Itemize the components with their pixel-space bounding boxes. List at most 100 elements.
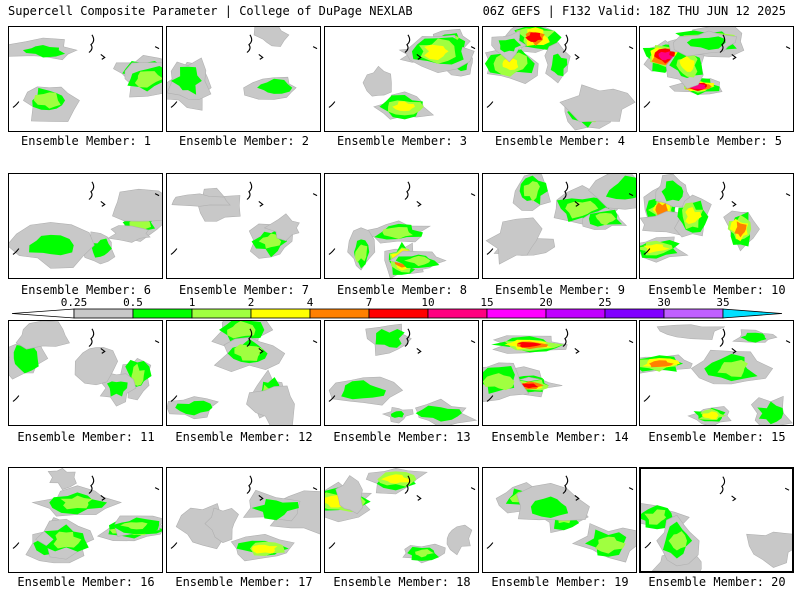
coastline-line: [643, 395, 651, 402]
member-map-panel[interactable]: [639, 467, 794, 573]
contour-shade-level-3: [131, 363, 145, 386]
coastline-line: [574, 348, 580, 354]
contour-shade-level-4: [502, 58, 519, 71]
contour-shade-level-2: [661, 180, 684, 202]
colorbar-segment: [73, 308, 134, 319]
coastline-line: [328, 542, 336, 549]
coastline-line: [628, 340, 634, 344]
member-map-panel[interactable]: [8, 173, 163, 279]
contour-shade-level-2: [13, 345, 39, 374]
coastline-line: [154, 193, 160, 197]
coastline-line: [312, 193, 318, 197]
coastline-line: [154, 46, 160, 50]
colorbar-threshold-label: 2: [248, 296, 255, 309]
coastline-line: [88, 181, 95, 200]
coastline-line: [470, 340, 476, 344]
contour-shade-level-2: [22, 44, 66, 58]
coastline-line: [404, 475, 411, 494]
coastline-line: [562, 34, 569, 53]
contour-shade-level-1: [746, 531, 792, 568]
map-title: Supercell Composite Parameter | College …: [8, 4, 413, 18]
member-label: Ensemble Member: 11: [17, 430, 155, 444]
contour-shade-level-5: [648, 360, 674, 368]
member-map-panel[interactable]: [8, 320, 163, 426]
colorbar-segment: [132, 308, 193, 319]
member-map-panel[interactable]: [166, 467, 321, 573]
contour-shade-level-4: [685, 206, 702, 225]
coastline-line: [562, 475, 569, 494]
coastline-line: [719, 34, 726, 53]
member-map-panel[interactable]: [166, 173, 321, 279]
contour-shade-level-3: [404, 255, 431, 267]
contour-shade-level-1: [107, 225, 151, 243]
coastline-line: [12, 395, 20, 402]
coastline-line: [785, 340, 791, 344]
contour-shade-level-1: [253, 27, 290, 47]
coastline-line: [404, 34, 411, 53]
contour-shade-level-4: [679, 56, 695, 72]
contour-shade-level-2: [550, 53, 568, 77]
member-map-panel[interactable]: [8, 26, 163, 132]
contour-shade-level-1: [559, 84, 636, 123]
contour-shade-level-1: [656, 324, 726, 340]
contour-shade-level-4: [701, 411, 719, 420]
scp-contour-map: [328, 181, 476, 278]
member-map-panel[interactable]: [324, 26, 479, 132]
contour-shade-level-1: [171, 193, 231, 207]
member-map-panel[interactable]: [166, 26, 321, 132]
coastline-line: [785, 46, 791, 50]
member-map-panel[interactable]: [8, 467, 163, 573]
coastline-line: [170, 101, 178, 108]
member-label: Ensemble Member: 12: [175, 430, 313, 444]
coastline-line: [258, 201, 264, 207]
scp-contour-map: [640, 324, 793, 425]
member-map-panel[interactable]: [324, 320, 479, 426]
member-map-panel[interactable]: [482, 467, 637, 573]
coastline-line: [312, 340, 318, 344]
model-run-info: 06Z GEFS | F132 Valid: 18Z THU JUN 12 20…: [482, 4, 786, 18]
coastline-line: [404, 328, 411, 347]
contour-shade-level-5: [734, 221, 747, 238]
coastline-line: [12, 248, 20, 255]
coastline-line: [170, 395, 178, 402]
coastline-line: [100, 495, 106, 501]
member-map-panel[interactable]: [482, 173, 637, 279]
contour-shade-level-1: [112, 188, 162, 222]
member-label: Ensemble Member: 7: [178, 283, 310, 297]
member-label: Ensemble Member: 3: [336, 134, 468, 148]
contour-shade-level-3: [668, 531, 687, 551]
contour-shade-level-7: [658, 51, 673, 61]
colorbar-segment: [486, 308, 547, 319]
member-map-panel[interactable]: [639, 26, 794, 132]
colorbar-segment: [250, 308, 311, 319]
coastline-line: [258, 54, 264, 60]
member-label: Ensemble Member: 5: [651, 134, 783, 148]
member-map-panel[interactable]: [482, 320, 637, 426]
coastline-line: [88, 34, 95, 53]
contour-shade-level-3: [120, 522, 148, 530]
coastline-line: [416, 201, 422, 207]
contour-shade-level-4: [251, 544, 278, 554]
scp-contour-map: [483, 328, 634, 403]
contour-shade-level-2: [29, 234, 74, 256]
scp-contour-map: [484, 27, 636, 131]
member-map-panel[interactable]: [324, 173, 479, 279]
coastline-line: [328, 101, 336, 108]
member-label: Ensemble Member: 8: [336, 283, 468, 297]
colorbar-threshold-label: 0.5: [123, 296, 143, 309]
colorbar-threshold-label: 15: [480, 296, 493, 309]
coastline-line: [486, 395, 494, 402]
colorbar-threshold-label: 35: [716, 296, 729, 309]
member-map-panel[interactable]: [639, 320, 794, 426]
coastline-line: [416, 348, 422, 354]
member-map-panel[interactable]: [324, 467, 479, 573]
coastline-line: [470, 193, 476, 197]
contour-shade-level-3: [565, 200, 599, 219]
member-map-panel[interactable]: [482, 26, 637, 132]
member-map-panel[interactable]: [166, 320, 321, 426]
scp-contour-map: [485, 174, 636, 265]
member-map-panel[interactable]: [639, 173, 794, 279]
member-label: Ensemble Member: 2: [178, 134, 310, 148]
scp-contour-map: [486, 475, 636, 563]
coastline-line: [784, 487, 790, 491]
